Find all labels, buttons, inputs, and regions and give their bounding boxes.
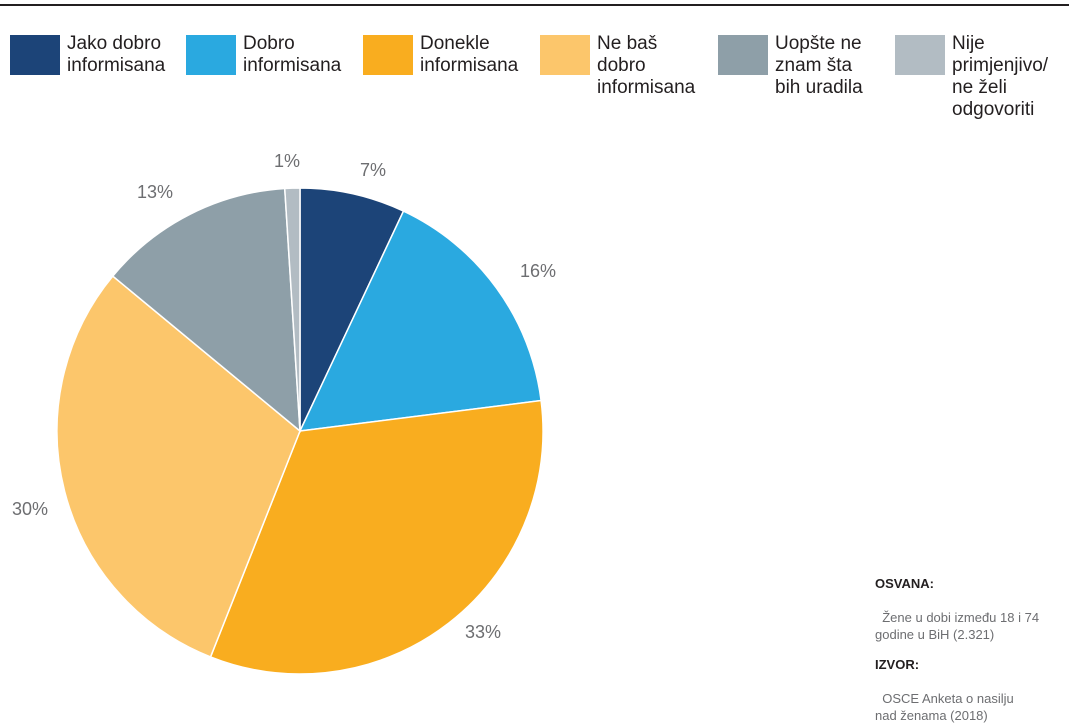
sample-note-title: OSVANA: [875, 576, 934, 591]
slice-data-label: 16% [520, 261, 556, 281]
source-note-title: IZVOR: [875, 657, 920, 672]
legend-swatch [186, 35, 236, 75]
slice-data-label: 7% [360, 160, 386, 180]
pie-slice [298, 210, 542, 432]
pie-slice [111, 187, 301, 433]
slice-data-label: 1% [274, 151, 300, 171]
legend-swatch [10, 35, 60, 75]
pie-chart: 7% 16% 33% 30% 13% 1% [12, 151, 556, 675]
pie-slice [56, 275, 301, 658]
pie-slice [283, 187, 301, 432]
sample-note: OSVANA: Žene u dobi između 18 i 74 godin… [875, 541, 1065, 643]
legend-label: Dobro informisana [243, 33, 342, 76]
legend-swatch [718, 35, 768, 75]
legend-label: Uopšte ne znam šta bih uradila [775, 33, 863, 98]
legend-label: Jako dobro informisana [67, 33, 166, 76]
source-note: IZVOR: OSCE Anketa o nasilju nad ženama … [875, 622, 1065, 724]
slice-data-label: 30% [12, 499, 48, 519]
legend-swatch [895, 35, 945, 75]
pie-slice [209, 399, 544, 675]
top-rule [0, 4, 1069, 6]
legend-label: Nije primjenjivo/ ne želi odgovoriti [952, 33, 1049, 120]
source-note-text: OSCE Anketa o nasilju nad ženama (2018) [875, 691, 1014, 723]
legend-label: Donekle informisana [420, 33, 519, 76]
pie-slice [299, 187, 405, 432]
legend-label: Ne baš dobro informisana [597, 33, 696, 98]
slice-data-label: 13% [137, 182, 173, 202]
legend-swatch [363, 35, 413, 75]
sample-note-text: Žene u dobi između 18 i 74 godine u BiH … [875, 610, 1040, 642]
legend-swatch [540, 35, 590, 75]
slice-data-label: 33% [465, 622, 501, 642]
